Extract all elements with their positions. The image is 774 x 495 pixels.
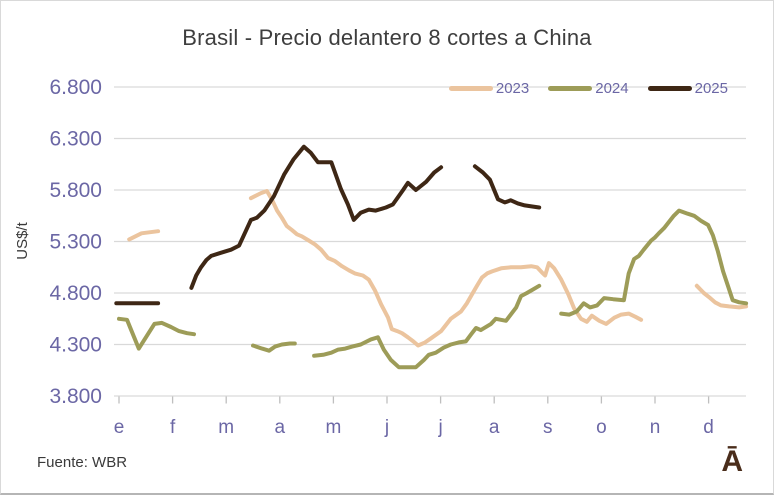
x-tick-label-6: j	[384, 417, 389, 438]
chart-title: Brasil - Precio delantero 8 cortes a Chi…	[182, 25, 592, 50]
x-tick-label-8: a	[489, 417, 500, 438]
x-tick-label-1: e	[114, 417, 125, 438]
series-2025-segment-2	[189, 144, 444, 290]
source-note: Fuente: WBR	[37, 454, 128, 471]
series-line-2024	[117, 208, 749, 370]
series-2023-segment-3	[694, 283, 749, 310]
y-tick-label-5.300: 5.300	[49, 231, 102, 254]
x-tick-label-11: n	[650, 417, 661, 438]
series-2023-segment-1	[127, 229, 161, 242]
y-tick-labels: 6.800 6.300 5.800 5.300 4.800 4.300 3.800	[49, 76, 102, 408]
x-axis	[118, 396, 710, 404]
x-tick-label-2: f	[170, 417, 176, 438]
series-lines	[114, 144, 749, 370]
series-2025-segment-3	[472, 164, 542, 210]
series-2024-segment-1	[117, 316, 196, 351]
y-tick-label-4.300: 4.300	[49, 334, 102, 357]
x-tick-label-9: s	[543, 417, 553, 438]
series-2023-segment-2	[248, 189, 644, 348]
series-2024-segment-4	[559, 208, 749, 317]
y-tick-label-4.800: 4.800	[49, 282, 102, 305]
y-axis-title: US$/t	[14, 222, 31, 260]
x-tick-label-3: m	[218, 417, 234, 438]
legend: 2023 2024 2025	[448, 80, 728, 97]
x-tick-label-10: o	[596, 417, 607, 438]
legend-label-2023: 2023	[495, 80, 530, 97]
legend-swatch-2024	[548, 86, 593, 91]
legend-swatch-2025	[647, 86, 692, 91]
y-tick-label-6.300: 6.300	[49, 128, 102, 151]
y-tick-label-5.800: 5.800	[49, 179, 102, 202]
legend-item-2024: 2024	[548, 80, 629, 97]
x-tick-label-12: d	[703, 417, 714, 438]
series-2024-segment-3	[312, 283, 542, 370]
legend-item-2023: 2023	[448, 80, 530, 97]
x-tick-label-7: j	[437, 417, 442, 438]
y-tick-label-6.800: 6.800	[49, 76, 102, 99]
legend-swatch-2023	[448, 86, 493, 91]
legend-label-2024: 2024	[595, 80, 629, 97]
x-tick-label-4: a	[275, 417, 286, 438]
legend-item-2025: 2025	[647, 80, 728, 97]
gridlines	[114, 86, 746, 397]
x-tick-label-5: m	[325, 417, 341, 438]
brand-logo: Ā	[721, 445, 743, 478]
series-line-2025	[114, 144, 542, 306]
series-2024-segment-2	[251, 341, 297, 353]
y-tick-label-3.800: 3.800	[49, 385, 102, 408]
legend-label-2025: 2025	[694, 80, 728, 97]
series-line-2023	[127, 189, 749, 348]
